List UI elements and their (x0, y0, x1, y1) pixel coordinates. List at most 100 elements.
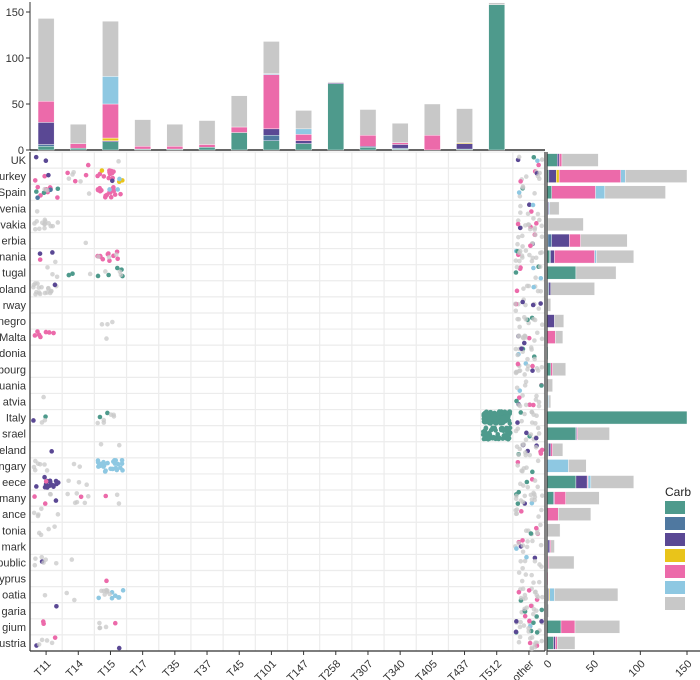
scatter-point (55, 512, 61, 517)
scatter-point (105, 410, 110, 416)
row-label: Malta (0, 332, 27, 344)
scatter-point (490, 435, 495, 441)
top-y-tick-label: 150 (6, 7, 24, 19)
scatter-point (526, 335, 532, 341)
col-label: T258 (317, 658, 343, 680)
scatter-point (535, 425, 541, 431)
scatter-point (533, 525, 539, 531)
scatter-point (528, 531, 534, 536)
col-label: T37 (193, 658, 215, 680)
scatter-point (532, 191, 537, 196)
scatter-point (533, 640, 538, 645)
scatter-point (37, 251, 43, 256)
scatter-point (532, 225, 538, 231)
col-label: T147 (285, 658, 311, 680)
scatter-point (518, 203, 523, 209)
right-bar-segment (551, 233, 570, 248)
col-label: T405 (414, 658, 440, 680)
scatter-point (104, 336, 109, 341)
top-bar-segment (70, 143, 87, 149)
right-bar-segment (546, 330, 556, 344)
scatter-point (53, 498, 59, 503)
top-bar-segment (456, 108, 473, 143)
scatter-point (494, 411, 500, 417)
right-bar-segment (575, 475, 588, 489)
scatter-point (532, 494, 538, 500)
scatter-point (525, 356, 530, 362)
right-bar-segment (596, 249, 635, 264)
right-bar-segment (548, 169, 557, 183)
top-bar-segment (295, 140, 312, 144)
scatter-point (524, 430, 529, 436)
scatter-point (120, 588, 126, 593)
row-label: negro (0, 316, 26, 328)
right-bar-segment (587, 475, 592, 489)
scatter-point (34, 209, 40, 214)
top-bar-segment (37, 101, 55, 123)
scatter-point (99, 168, 105, 173)
row-label: srael (2, 429, 26, 441)
scatter-point (518, 410, 524, 415)
scatter-point (105, 460, 110, 466)
top-y-tick-label: 100 (6, 53, 24, 65)
scatter-point (523, 223, 528, 228)
right-bar-segment (568, 459, 587, 473)
right-bar-segment (560, 620, 576, 634)
scatter-point (507, 409, 512, 414)
col-label: other (510, 658, 536, 680)
scatter-point (32, 178, 38, 183)
scatter-point (107, 187, 112, 192)
scatter-point (38, 532, 44, 538)
top-bar-chart: 0 50 100 150 (6, 2, 545, 157)
scatter-point (532, 356, 537, 362)
top-bar-segment (102, 76, 119, 105)
scatter-point (517, 634, 523, 640)
right-bar-segment (546, 620, 562, 634)
scatter-point (66, 478, 71, 484)
scatter-point (527, 252, 532, 258)
top-bar-segment (327, 81, 345, 84)
scatter-point (515, 218, 521, 223)
scatter-point (531, 155, 537, 160)
col-label: T512 (478, 658, 504, 680)
scatter-point (535, 594, 541, 600)
scatter-point (515, 316, 520, 322)
scatter-point (518, 179, 523, 184)
scatter-point (65, 170, 70, 176)
scatter-point (32, 226, 38, 232)
scatter-point (519, 346, 524, 351)
scatter-point (530, 255, 535, 261)
scatter-point (516, 234, 521, 240)
scatter-point (484, 432, 490, 438)
scatter-point (537, 217, 542, 223)
scatter-point (85, 162, 91, 168)
scatter-point (499, 410, 505, 416)
scatter-point (520, 185, 526, 190)
scatter-point (109, 595, 115, 601)
scatter-point (529, 420, 535, 425)
scatter-point (515, 420, 520, 425)
scatter-point (52, 524, 57, 529)
scatter-point (35, 329, 40, 334)
scatter-point (33, 556, 38, 561)
right-bar-segment (553, 636, 556, 650)
scatter-point (532, 478, 538, 483)
scatter-point (515, 463, 520, 468)
scatter-point (536, 403, 542, 409)
row-label: erbia (2, 236, 27, 248)
scatter-point (35, 513, 41, 519)
scatter-point (528, 432, 534, 437)
scatter-point (525, 539, 530, 544)
scatter-point (535, 158, 540, 164)
scatter-point (531, 580, 536, 585)
scatter-point (87, 271, 93, 277)
scatter-point (517, 258, 522, 264)
scatter-point (512, 301, 518, 307)
scatter-point (515, 221, 521, 227)
scatter-point (529, 500, 535, 506)
scatter-point (516, 452, 521, 458)
scatter-point (44, 468, 50, 473)
scatter-point (527, 402, 532, 408)
right-bar-segment (547, 233, 552, 248)
